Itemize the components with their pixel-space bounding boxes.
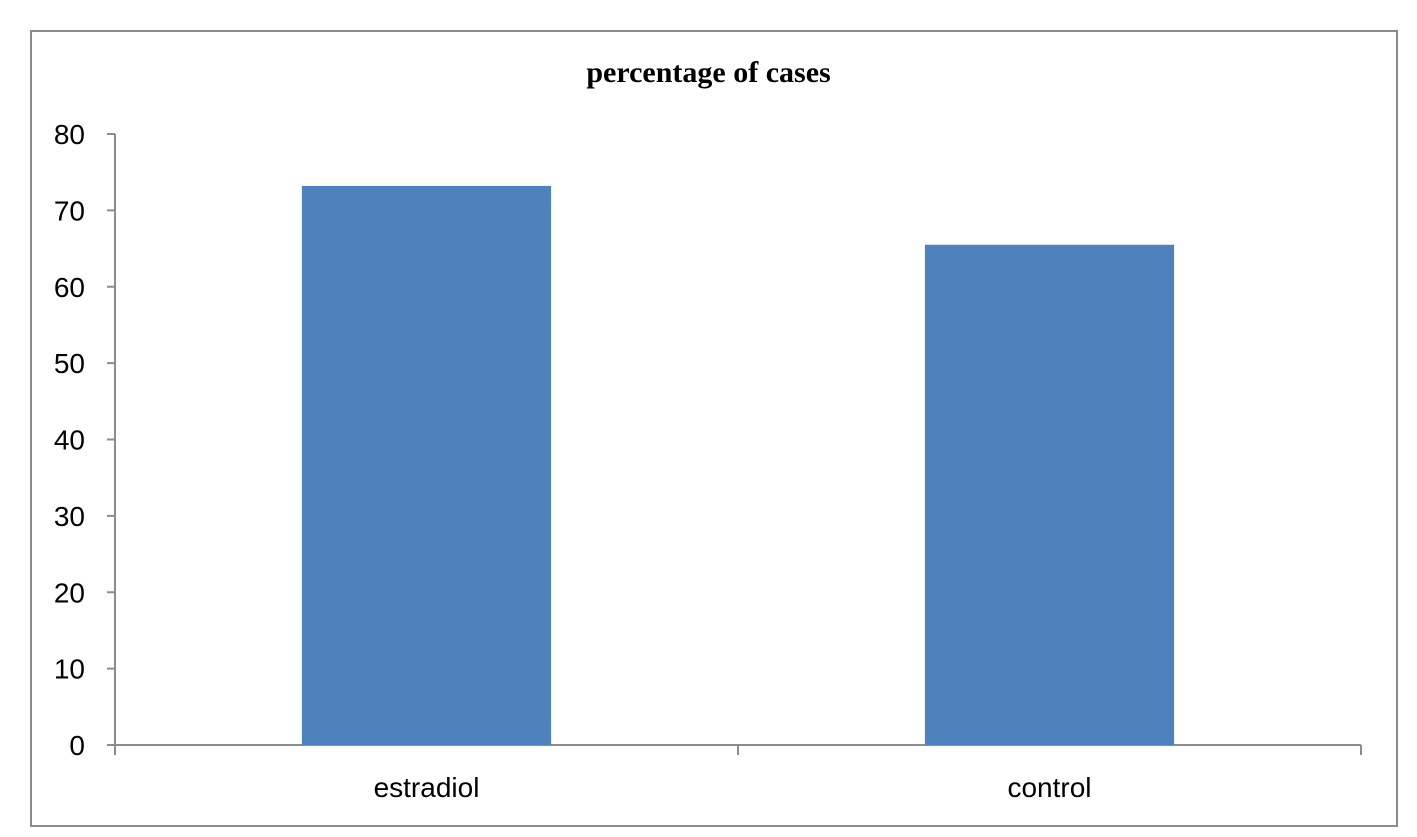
y-tick-label: 40 [54,425,85,456]
y-tick-label: 60 [54,272,85,303]
y-tick-label: 20 [54,577,85,608]
bars [301,185,1175,745]
bar-control [924,244,1175,745]
y-tick-label: 50 [54,348,85,379]
x-tick-label: control [1007,772,1091,803]
bar-estradiol [301,185,552,745]
x-tick-label: estradiol [374,772,480,803]
chart-title: percentage of cases [586,56,831,89]
y-tick-label: 70 [54,195,85,226]
y-tick-label: 10 [54,654,85,685]
y-tick-label: 80 [54,119,85,150]
y-tick-label: 30 [54,501,85,532]
x-axis: estradiol control [114,744,1362,803]
y-tick-label: 0 [69,730,85,761]
y-axis: 0 10 20 30 40 50 60 70 80 [54,119,116,761]
